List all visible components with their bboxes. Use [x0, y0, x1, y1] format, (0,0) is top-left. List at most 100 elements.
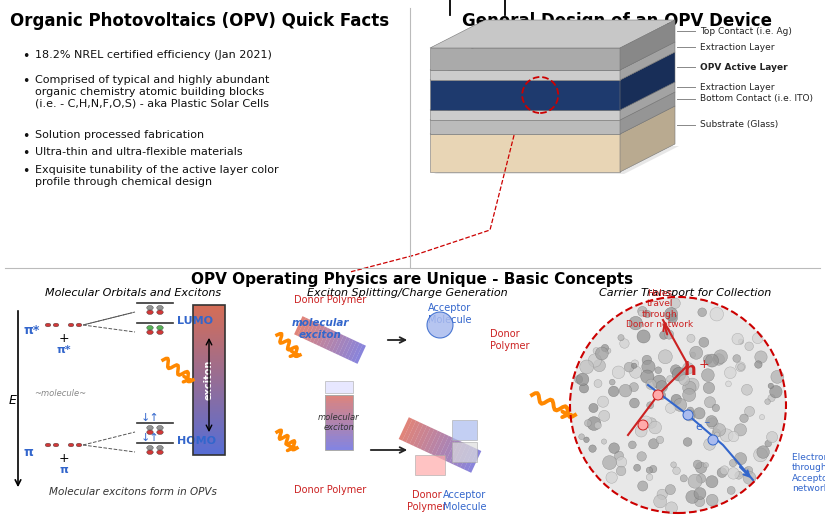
Polygon shape: [427, 430, 441, 454]
Bar: [193, 351, 225, 352]
Circle shape: [616, 466, 626, 476]
Polygon shape: [354, 344, 366, 364]
Circle shape: [684, 410, 695, 421]
Text: Organic Photovoltaics (OPV) Quick Facts: Organic Photovoltaics (OPV) Quick Facts: [11, 12, 389, 30]
Circle shape: [712, 429, 720, 437]
Polygon shape: [439, 436, 452, 459]
Bar: [193, 387, 225, 389]
Bar: [193, 372, 225, 373]
Circle shape: [686, 490, 699, 503]
Text: Exquisite tunability of the active layer color
profile through chemical design: Exquisite tunability of the active layer…: [35, 165, 279, 186]
Text: Donor
Polymer: Donor Polymer: [408, 490, 447, 511]
Text: Solution processed fabrication: Solution processed fabrication: [35, 130, 204, 140]
Circle shape: [629, 317, 643, 330]
Polygon shape: [307, 322, 318, 342]
Text: molecular
exciton: molecular exciton: [318, 413, 360, 432]
Circle shape: [637, 452, 647, 461]
Bar: [193, 346, 225, 348]
Ellipse shape: [147, 430, 153, 435]
Bar: [325, 381, 353, 393]
Circle shape: [616, 457, 627, 467]
Ellipse shape: [147, 310, 153, 314]
Circle shape: [602, 456, 616, 469]
Bar: [193, 335, 225, 337]
Bar: [193, 326, 225, 327]
Circle shape: [596, 347, 608, 360]
Ellipse shape: [53, 323, 59, 327]
Text: Ultra-thin and ultra-flexible materials: Ultra-thin and ultra-flexible materials: [35, 147, 243, 157]
Ellipse shape: [147, 446, 153, 450]
Bar: [193, 304, 225, 306]
Bar: [193, 444, 225, 445]
Bar: [193, 413, 225, 414]
Circle shape: [765, 399, 771, 404]
Bar: [325, 423, 353, 425]
Text: Holes
travel
through
Donor network: Holes travel through Donor network: [626, 289, 694, 329]
Circle shape: [703, 382, 714, 394]
Circle shape: [578, 434, 585, 439]
Polygon shape: [620, 82, 675, 120]
Text: Extraction Layer: Extraction Layer: [700, 43, 775, 51]
Circle shape: [642, 355, 652, 365]
Circle shape: [580, 360, 594, 374]
Polygon shape: [430, 92, 675, 120]
Polygon shape: [323, 330, 334, 349]
Bar: [193, 383, 225, 384]
Circle shape: [638, 481, 648, 491]
Circle shape: [717, 468, 727, 478]
Circle shape: [734, 453, 747, 465]
Bar: [193, 433, 225, 434]
Circle shape: [713, 424, 726, 436]
Circle shape: [666, 403, 676, 413]
Text: Acceptor
Molecule: Acceptor Molecule: [428, 303, 472, 324]
Bar: [193, 408, 225, 410]
Bar: [193, 324, 225, 326]
Circle shape: [629, 383, 639, 392]
Bar: [193, 380, 225, 381]
Polygon shape: [342, 338, 353, 358]
Bar: [325, 417, 353, 420]
Circle shape: [664, 308, 677, 321]
Polygon shape: [316, 327, 328, 346]
Polygon shape: [294, 316, 306, 336]
Polygon shape: [403, 419, 416, 443]
Text: Donor Polymer: Donor Polymer: [294, 485, 366, 495]
Bar: [193, 314, 225, 316]
Ellipse shape: [157, 330, 163, 334]
Bar: [193, 446, 225, 447]
Bar: [325, 434, 353, 436]
Bar: [193, 406, 225, 408]
Bar: [193, 341, 225, 342]
Bar: [193, 307, 225, 308]
Circle shape: [766, 432, 778, 443]
Bar: [193, 442, 225, 443]
Bar: [193, 313, 225, 315]
Bar: [325, 395, 353, 450]
Circle shape: [664, 330, 674, 339]
Circle shape: [629, 441, 636, 449]
Circle shape: [648, 439, 658, 449]
Circle shape: [655, 367, 662, 374]
Bar: [193, 374, 225, 376]
Text: h$^+$: h$^+$: [682, 360, 710, 380]
Circle shape: [671, 365, 681, 375]
Circle shape: [744, 406, 755, 416]
Bar: [193, 333, 225, 335]
Ellipse shape: [147, 425, 153, 430]
Bar: [193, 310, 225, 311]
Bar: [193, 386, 225, 388]
Bar: [193, 354, 225, 356]
Bar: [193, 452, 225, 453]
Circle shape: [771, 370, 784, 383]
Circle shape: [706, 495, 718, 506]
Polygon shape: [413, 424, 427, 447]
Bar: [193, 344, 225, 346]
Text: +: +: [59, 331, 68, 344]
Polygon shape: [430, 52, 675, 80]
Polygon shape: [297, 318, 309, 337]
Circle shape: [743, 471, 756, 485]
Circle shape: [686, 378, 699, 392]
Bar: [193, 453, 225, 454]
Bar: [193, 432, 225, 433]
Bar: [193, 377, 225, 379]
